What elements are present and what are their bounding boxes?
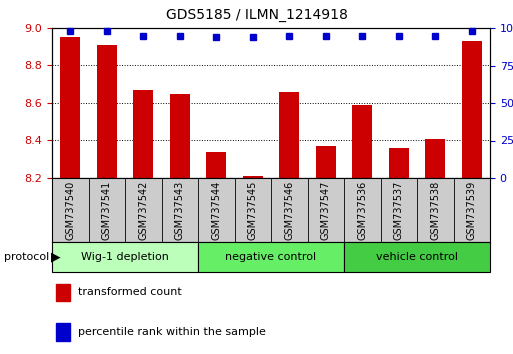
- Bar: [170, 93, 190, 178]
- Text: GSM737545: GSM737545: [248, 180, 258, 240]
- Bar: [425, 139, 445, 178]
- Bar: [462, 41, 482, 178]
- Text: GDS5185 / ILMN_1214918: GDS5185 / ILMN_1214918: [166, 8, 347, 22]
- Text: transformed count: transformed count: [78, 287, 182, 297]
- Text: negative control: negative control: [225, 252, 317, 262]
- Text: GSM737542: GSM737542: [138, 180, 148, 240]
- Bar: [279, 92, 299, 178]
- FancyBboxPatch shape: [198, 242, 344, 272]
- Bar: [352, 105, 372, 178]
- Text: GSM737538: GSM737538: [430, 181, 440, 240]
- Bar: [56, 323, 70, 341]
- Bar: [133, 90, 153, 178]
- Text: GSM737543: GSM737543: [175, 181, 185, 240]
- Bar: [206, 152, 226, 178]
- Bar: [243, 176, 263, 178]
- Bar: [97, 45, 117, 178]
- FancyBboxPatch shape: [52, 242, 198, 272]
- Text: ▶: ▶: [51, 251, 61, 263]
- Text: percentile rank within the sample: percentile rank within the sample: [78, 327, 266, 337]
- Text: GSM737536: GSM737536: [357, 181, 367, 240]
- Bar: [56, 284, 70, 301]
- Text: GSM737539: GSM737539: [467, 181, 477, 240]
- Text: protocol: protocol: [4, 252, 49, 262]
- Text: GSM737537: GSM737537: [394, 180, 404, 240]
- Text: GSM737540: GSM737540: [65, 181, 75, 240]
- Bar: [389, 148, 409, 178]
- Text: Wig-1 depletion: Wig-1 depletion: [81, 252, 169, 262]
- FancyBboxPatch shape: [344, 242, 490, 272]
- Bar: [60, 38, 81, 178]
- Text: GSM737544: GSM737544: [211, 181, 221, 240]
- Text: GSM737541: GSM737541: [102, 181, 112, 240]
- Text: vehicle control: vehicle control: [376, 252, 458, 262]
- Bar: [315, 146, 336, 178]
- Text: GSM737546: GSM737546: [284, 181, 294, 240]
- Text: GSM737547: GSM737547: [321, 180, 331, 240]
